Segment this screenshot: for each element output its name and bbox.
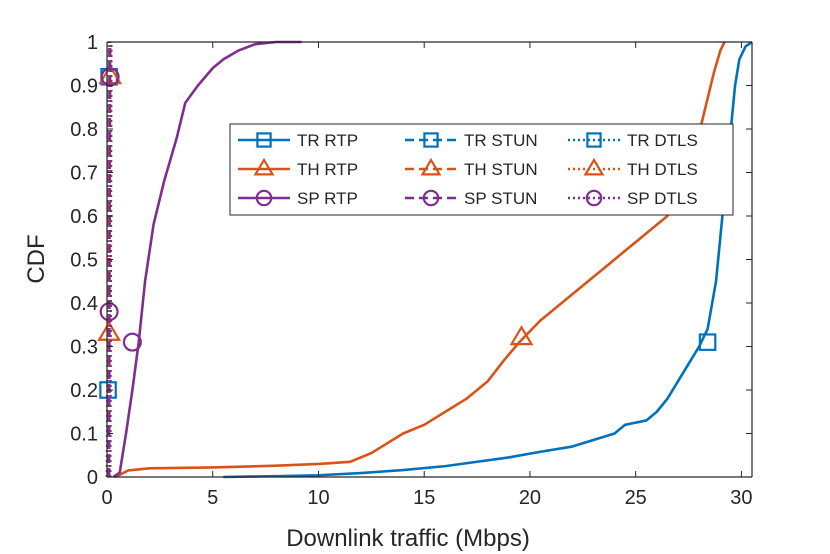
- y-tick-label: 0.2: [70, 380, 98, 402]
- x-tick-label: 15: [413, 487, 435, 509]
- x-tick-label: 10: [307, 487, 329, 509]
- y-axis-label: CDF: [23, 234, 50, 283]
- x-tick-label: 5: [207, 487, 218, 509]
- x-tick-label: 25: [625, 487, 647, 509]
- series-marker-tr-rtp: [698, 333, 717, 351]
- y-tick-label: 1: [87, 32, 98, 54]
- y-tick-label: 0.9: [70, 76, 98, 98]
- legend-label-sp-rtp: SP RTP: [297, 189, 358, 208]
- x-tick-label: 20: [519, 487, 541, 509]
- legend-label-tr-rtp: TR RTP: [297, 131, 358, 150]
- legend-label-sp-dtls: SP DTLS: [627, 189, 698, 208]
- series-marker-sp-rtp: [122, 332, 142, 352]
- y-tick-label: 0.6: [70, 206, 98, 228]
- legend-label-tr-stun: TR STUN: [464, 131, 538, 150]
- legend-marker-th-rtp: [253, 157, 275, 176]
- series-marker-tr-stun: [99, 381, 117, 399]
- series-marker-th-stun: [97, 320, 122, 341]
- legend-label-th-dtls: TH DTLS: [627, 160, 698, 179]
- axes-layer: 0 5 10 15 20 25 30 0 0.1 0.2 0.3 0.4 0.5 0.6 0.7 0.8 0.9…: [70, 32, 753, 509]
- y-tick-label: 0.3: [70, 337, 98, 359]
- x-tick-label: 30: [730, 487, 752, 509]
- legend-marker-th-dtls: [583, 157, 605, 176]
- series-line-sp-rtp: [112, 40, 302, 479]
- plot-area: [107, 42, 752, 477]
- x-axis-label: Downlink traffic (Mbps): [286, 525, 530, 552]
- legend-marker-tr-rtp: [256, 132, 272, 148]
- plot-background: [107, 42, 752, 477]
- y-tick-label: 0.5: [70, 250, 98, 272]
- legend: TR RTP TR STUN TR DTLS TH RTP TH STUN TH DTLS…: [229, 123, 734, 216]
- y-tick-label: 0.8: [70, 119, 98, 141]
- legend-marker-sp-dtls: [585, 189, 603, 207]
- legend-marker-sp-rtp: [255, 189, 273, 207]
- legend-label-tr-dtls: TR DTLS: [627, 131, 698, 150]
- y-tick-label: 0.7: [70, 163, 98, 185]
- y-tick-label: 0: [87, 467, 98, 489]
- legend-marker-th-stun: [420, 157, 442, 176]
- legend-marker-tr-dtls: [586, 132, 602, 148]
- y-tick-label: 0.1: [70, 424, 98, 446]
- legend-label-sp-stun: SP STUN: [464, 189, 537, 208]
- legend-box: [229, 123, 734, 216]
- y-tick-label: 0.4: [70, 293, 98, 315]
- legend-label-th-rtp: TH RTP: [297, 160, 358, 179]
- legend-marker-sp-stun: [422, 189, 440, 207]
- series-marker-th-rtp: [509, 325, 534, 346]
- x-tick-label: 0: [101, 487, 112, 509]
- legend-label-th-stun: TH STUN: [464, 160, 538, 179]
- legend-marker-tr-stun: [423, 132, 439, 148]
